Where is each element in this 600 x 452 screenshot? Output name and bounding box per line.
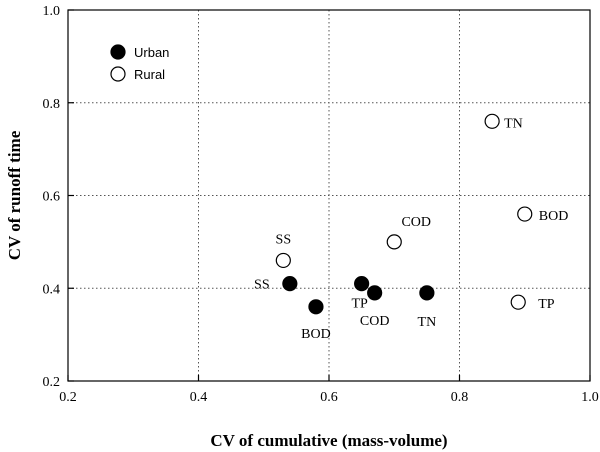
y-tick-label: 1.0 xyxy=(43,4,61,19)
urban-point-ss xyxy=(282,276,298,292)
urban-label-tp: TP xyxy=(351,297,368,312)
y-tick-label: 0.6 xyxy=(43,190,61,205)
urban-point-tp xyxy=(354,276,370,292)
x-axis-title: CV of cumulative (mass-volume) xyxy=(210,431,447,450)
x-tick-label: 0.2 xyxy=(59,390,77,405)
x-tick-label: 0.4 xyxy=(190,390,208,405)
urban-label-bod: BOD xyxy=(301,327,331,342)
rural-label-tp: TP xyxy=(538,297,555,312)
rural-label-cod: COD xyxy=(401,215,431,230)
urban-label-tn: TN xyxy=(418,315,437,330)
rural-point-ss xyxy=(275,252,291,269)
rural-point-bod xyxy=(517,206,533,222)
legend: Urban Rural xyxy=(110,44,169,82)
axis-tick-labels: 0.2 0.4 0.6 0.8 1.0 0.2 0.4 0.6 0.8 1.0 xyxy=(43,4,599,405)
rural-label-tn: TN xyxy=(504,116,523,131)
x-tick-label: 0.6 xyxy=(320,390,338,405)
axis-ticks xyxy=(67,9,591,382)
grid-lines xyxy=(68,10,590,381)
legend-label-urban: Urban xyxy=(134,45,169,60)
x-tick-label: 0.8 xyxy=(451,390,469,405)
y-axis-title: CV of runoff time xyxy=(5,130,24,260)
legend-marker-rural xyxy=(110,66,126,82)
rural-label-bod: BOD xyxy=(539,209,569,224)
rural-point-tn xyxy=(484,113,500,129)
urban-point-bod xyxy=(308,299,324,315)
rural-point-cod xyxy=(386,234,402,250)
x-tick-label: 1.0 xyxy=(581,390,599,405)
data-points: SS BOD TP COD TN SS COD TN BOD TP xyxy=(254,113,569,342)
legend-label-rural: Rural xyxy=(134,67,165,82)
urban-label-cod: COD xyxy=(360,314,390,329)
y-tick-label: 0.8 xyxy=(43,97,61,112)
y-tick-label: 0.2 xyxy=(43,375,61,390)
rural-point-tp xyxy=(510,294,526,310)
y-tick-label: 0.4 xyxy=(43,282,61,297)
urban-point-cod xyxy=(367,285,383,301)
rural-label-ss: SS xyxy=(276,232,292,247)
legend-marker-urban xyxy=(110,44,126,60)
urban-label-ss: SS xyxy=(254,278,270,293)
urban-point-tn xyxy=(419,285,435,301)
